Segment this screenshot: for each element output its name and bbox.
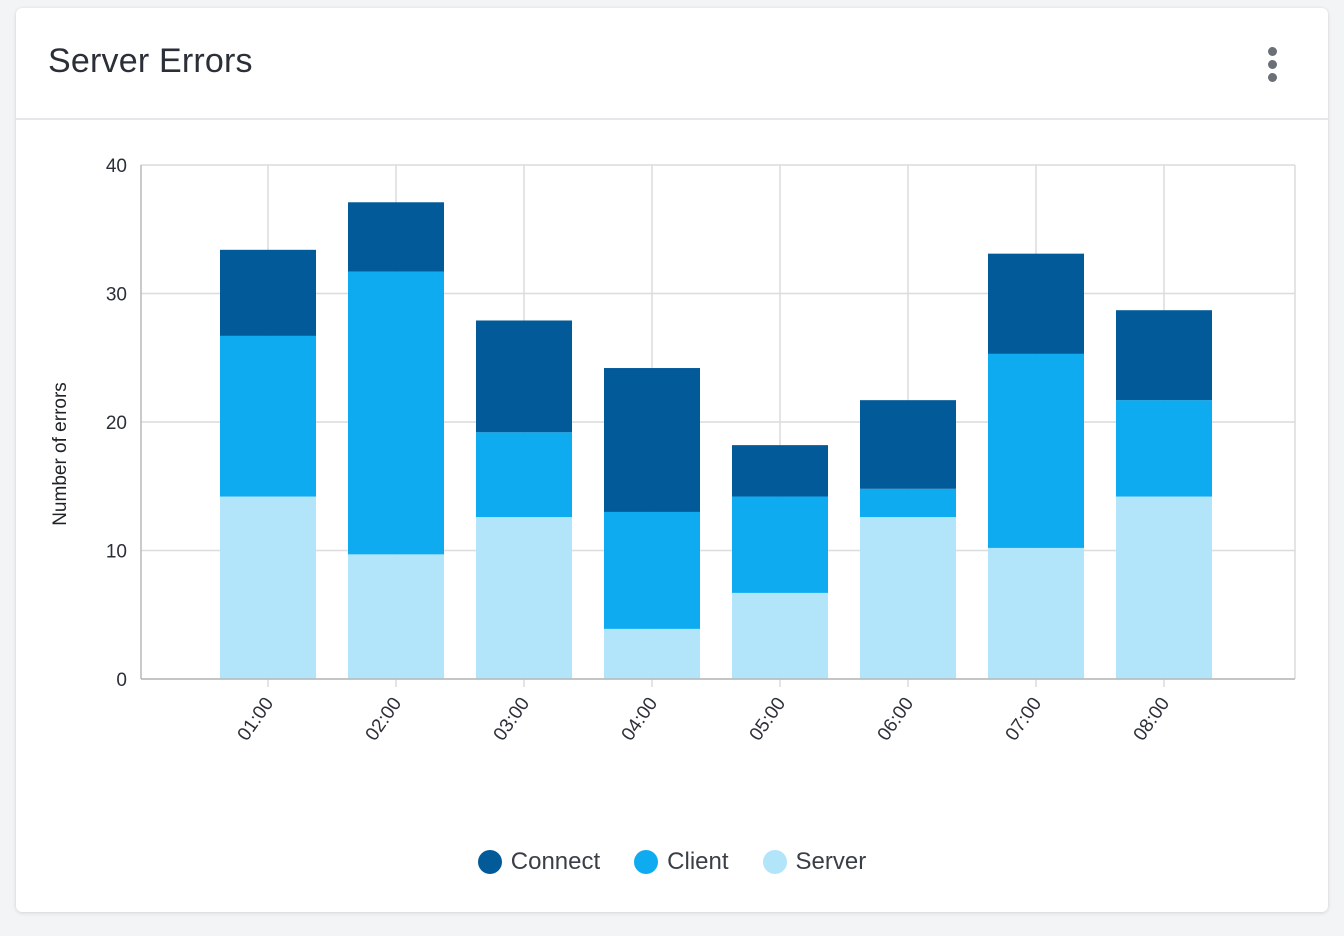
x-tick-label: 01:00 xyxy=(234,694,278,745)
bar-server-0700 xyxy=(988,547,1084,679)
more-vertical-icon xyxy=(1267,59,1277,69)
bar-server-0400 xyxy=(604,628,700,679)
x-tick-label: 07:00 xyxy=(1002,694,1046,745)
bar-client-0600 xyxy=(860,488,956,518)
y-axis-title: Number of errors xyxy=(50,382,71,526)
card-title: Server Errors xyxy=(48,42,253,80)
bar-client-0800 xyxy=(1116,400,1212,497)
y-tick-label: 20 xyxy=(106,413,127,434)
legend-label: Connect xyxy=(510,848,601,875)
y-tick-label: 10 xyxy=(106,542,127,563)
x-tick-label: 06:00 xyxy=(874,694,918,745)
more-vertical-icon xyxy=(1267,72,1277,82)
y-tick-label: 40 xyxy=(106,156,127,177)
more-options-button[interactable] xyxy=(1256,42,1288,86)
legend-label: Server xyxy=(795,848,867,875)
bar-connect-0800 xyxy=(1116,310,1212,401)
x-tick-label: 05:00 xyxy=(746,694,790,745)
bar-connect-0400 xyxy=(604,368,700,512)
legend-swatch xyxy=(634,850,659,874)
card-header: Server Errors xyxy=(16,8,1328,120)
bar-client-0200 xyxy=(348,271,444,555)
chart-legend: Connect Client Server xyxy=(0,848,1344,876)
bar-server-0800 xyxy=(1116,496,1212,679)
legend-item-server[interactable]: Server xyxy=(762,848,867,876)
bar-client-0100 xyxy=(220,335,316,497)
x-tick-label: 08:00 xyxy=(1130,694,1174,745)
bar-server-0500 xyxy=(732,592,828,679)
bar-client-0300 xyxy=(476,432,572,518)
bar-server-0200 xyxy=(348,554,444,679)
legend-item-connect[interactable]: Connect xyxy=(477,848,601,876)
bar-client-0400 xyxy=(604,511,700,629)
bar-connect-0600 xyxy=(860,400,956,489)
bar-client-0500 xyxy=(732,496,828,593)
more-vertical-icon xyxy=(1267,46,1277,56)
x-tick-label: 04:00 xyxy=(618,694,662,745)
bar-server-0600 xyxy=(860,517,956,679)
legend-swatch xyxy=(762,850,787,874)
bar-connect-0100 xyxy=(220,249,316,336)
bar-connect-0200 xyxy=(348,202,444,272)
bar-connect-0300 xyxy=(476,320,572,433)
legend-item-client[interactable]: Client xyxy=(634,848,729,876)
y-tick-label: 30 xyxy=(106,285,127,306)
legend-swatch xyxy=(477,850,502,874)
x-tick-label: 02:00 xyxy=(362,694,406,745)
bar-server-0300 xyxy=(476,517,572,679)
bar-connect-0700 xyxy=(988,253,1084,354)
bar-connect-0500 xyxy=(732,445,828,497)
x-tick-label: 03:00 xyxy=(490,694,534,745)
bar-client-0700 xyxy=(988,353,1084,548)
y-tick-label: 0 xyxy=(116,670,127,691)
bar-server-0100 xyxy=(220,496,316,679)
legend-label: Client xyxy=(667,848,729,875)
